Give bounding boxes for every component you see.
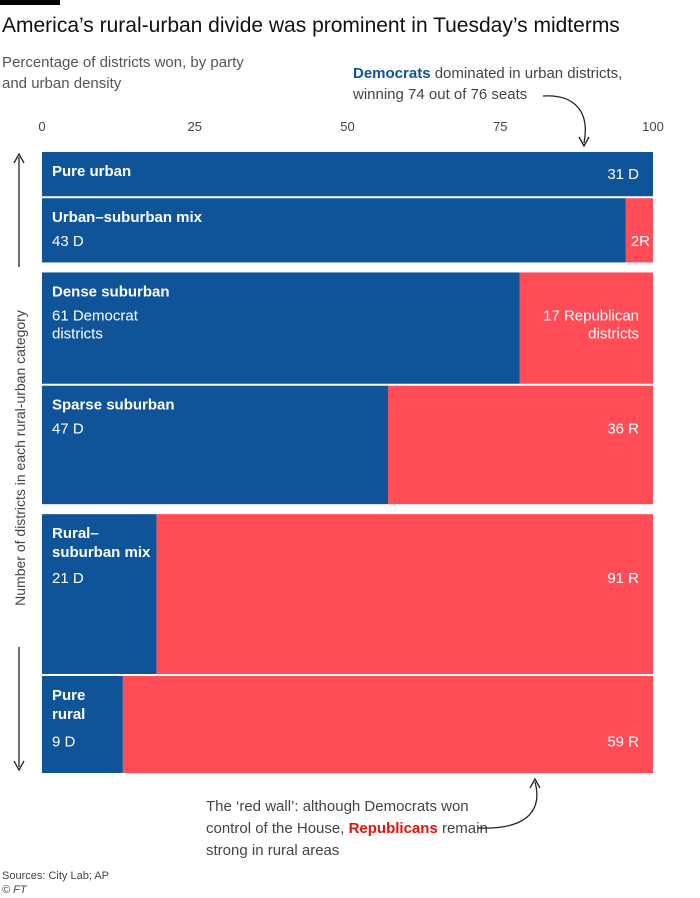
chart-title: America’s rural-urban divide was promine…: [2, 14, 620, 37]
bar-rep-dense-suburban: [519, 272, 653, 384]
dem-value-label-dense-suburban: 61 Democrat: [52, 307, 139, 324]
x-tick-label-75: 75: [493, 119, 507, 134]
annotation-rural-arrow-head: [529, 777, 541, 789]
bar-dem-dense-suburban: [42, 272, 520, 384]
annotation-republicans-word: Republicans: [348, 820, 438, 837]
dem-value-label-rural-suburban-mix: 21 D: [52, 570, 84, 587]
rep-value-label-urban-suburban-mix: 2R: [631, 233, 650, 250]
x-tick-label-0: 0: [38, 119, 45, 134]
bar-dem-pure-urban: [42, 152, 653, 197]
bar-dem-sparse-suburban: [42, 385, 388, 505]
bar-dem-urban-suburban-mix: [42, 198, 626, 263]
dem-value-label-urban-suburban-mix: 43 D: [52, 233, 84, 250]
annotation-rural-arrow: [477, 781, 538, 829]
dem-value-label-sparse-suburban: 47 D: [52, 421, 84, 438]
rep-value-label-pure-rural: 59 R: [607, 733, 639, 750]
bars: [42, 152, 653, 773]
y-axis-arrow-down-head: [13, 760, 25, 772]
annotation-rural: The ‘red wall’: although Democrats won c…: [206, 796, 506, 862]
annotation-democrats-word: Democrats: [353, 65, 431, 82]
annotation-urban: Democrats dominated in urban districts, …: [353, 63, 653, 105]
annotation-arrows: [13, 95, 590, 829]
category-label-pure-rural: Pure: [52, 687, 85, 704]
bar-rep-rural-suburban-mix: [156, 514, 653, 674]
annotation-rural-post: remain strong in rural areas: [206, 820, 488, 859]
dem-value-label-dense-suburban: districts: [52, 325, 103, 342]
rep-value-label-rural-suburban-mix: 91 R: [607, 570, 639, 587]
chart-subtitle: Percentage of districts won, by party an…: [2, 54, 244, 92]
category-label-rural-suburban-mix: suburban mix: [52, 544, 151, 561]
category-label-dense-suburban: Dense suburban: [52, 283, 170, 300]
annotation-urban-arrow-head: [578, 136, 590, 148]
bar-labels: Pure urban 31 D Urban–suburban mix 43 D 2R De…: [52, 163, 650, 750]
rep-value-label-dense-suburban: 17 Republican: [543, 307, 639, 324]
rep-value-label-dense-suburban: districts: [588, 325, 639, 342]
copyright: © FT: [2, 884, 27, 896]
annotation-urban-text: dominated in urban districts, winning 74…: [353, 65, 623, 103]
category-label-pure-rural: rural: [52, 706, 85, 723]
source-note: Sources: City Lab; AP: [2, 870, 109, 882]
annotation-urban-arrow: [542, 95, 586, 144]
bar-dem-rural-suburban-mix: [42, 514, 157, 674]
category-label-urban-suburban-mix: Urban–suburban mix: [52, 209, 203, 226]
category-label-sparse-suburban: Sparse suburban: [52, 397, 175, 414]
x-tick-label-100: 100: [642, 119, 664, 134]
bar-rep-sparse-suburban: [387, 385, 653, 505]
category-label-rural-suburban-mix: Rural–: [52, 525, 99, 542]
annotation-rural-pre: The ‘red wall’: although Democrats won c…: [206, 798, 469, 837]
x-axis-ticks: 0 25 50 75 100: [38, 119, 663, 134]
rep-value-label-sparse-suburban: 36 R: [607, 421, 639, 438]
category-label-pure-urban: Pure urban: [52, 163, 131, 180]
dem-value-label-pure-rural: 9 D: [52, 733, 76, 750]
dem-value-label-pure-urban: 31 D: [607, 166, 639, 183]
x-tick-label-25: 25: [188, 119, 202, 134]
bar-dem-pure-rural: [42, 675, 123, 773]
bar-rep-pure-rural: [122, 675, 653, 773]
bar-rep-urban-suburban-mix: [625, 198, 653, 263]
x-tick-label-50: 50: [340, 119, 354, 134]
y-axis-arrow-up-head: [13, 152, 25, 164]
ft-top-bar: [0, 0, 60, 5]
